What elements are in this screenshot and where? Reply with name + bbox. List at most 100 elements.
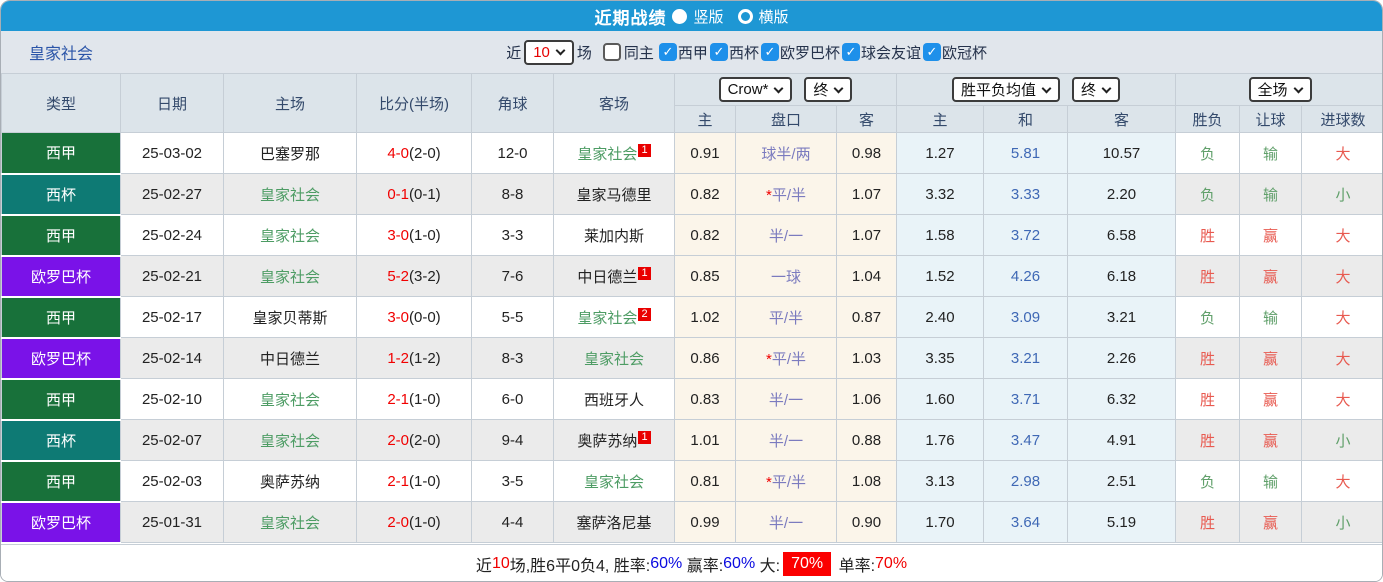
match-date: 25-02-24 [120,214,224,256]
panel-title: 近期战绩 [594,8,667,28]
odds-final-select[interactable]: 终 [804,77,853,102]
handicap-cell: 半/一 [735,419,837,461]
scope-select[interactable]: 全场 [1248,77,1312,102]
result-wdl-cell: 胜 [1175,501,1240,543]
match-row: 西甲 25-02-03 奥萨苏纳 2-1(1-0) 3-5 皇家社会 0.81 *平/半 1.0… [1,460,1382,503]
summary-segment: 60% [650,555,683,572]
match-row: 西杯 25-02-27 皇家社会 0-1(0-1) 8-8 皇家马德里 0.82 *平/半 1.… [1,173,1382,216]
team-name: 中日德兰 [577,268,638,286]
match-row: 欧罗巴杯 25-01-31 皇家社会 2-0(1-0) 4-4 塞萨洛尼基 0.99 半/一 0… [1,501,1382,544]
col-header-away: 客场 [553,73,675,133]
score-cell: 2-1(1-0) [356,460,472,502]
layout-option-horizontal-label: 横版 [758,8,789,26]
away-team-cell: 皇家社会 [553,460,675,502]
same-home-checkbox[interactable] [602,43,621,61]
subcol-result-wdl: 胜负 [1175,105,1240,133]
league-badge: 西甲 [1,460,121,503]
result-handicap-cell: 赢 [1239,214,1302,256]
checkbox-icon[interactable]: ✓ [841,43,860,61]
result-wdl-cell: 胜 [1175,214,1240,256]
layout-option-horizontal[interactable]: 横版 [737,6,789,27]
handicap-cell: *平/半 [735,460,837,502]
match-date: 25-02-10 [120,378,224,420]
avg-final-select[interactable]: 终 [1072,77,1121,102]
radio-selected-icon[interactable] [672,8,688,24]
match-date: 25-02-07 [120,419,224,461]
recent-count-select[interactable]: 10 [524,39,574,65]
match-date: 25-02-27 [120,173,224,215]
league-filter-item[interactable]: ✓ 欧罗巴杯 [760,42,840,63]
recent-label: 近 [506,44,522,62]
league-badge: 欧罗巴杯 [1,501,121,544]
handicap-cell: *平/半 [735,337,837,379]
match-row: 西甲 25-02-10 皇家社会 2-1(1-0) 6-0 西班牙人 0.83 半/一 1.06… [1,378,1382,421]
odds-away-cell: 1.04 [836,255,897,297]
home-team-cell: 皇家社会 [223,501,357,543]
result-goals-cell: 大 [1300,296,1382,338]
odds-home-cell: 0.82 [674,173,736,215]
score-cell: 0-1(0-1) [356,173,472,215]
avg-home-cell: 1.27 [896,132,984,174]
league-filter-label: 西甲 [677,44,708,62]
odds-away-cell: 1.07 [836,214,897,256]
avg-away-cell: 10.57 [1067,132,1176,174]
result-goals-cell: 大 [1300,337,1382,379]
avg-draw-cell: 3.21 [983,337,1068,379]
col-header-date: 日期 [120,73,224,133]
odds-home-cell: 0.82 [674,214,736,256]
league-filter-item[interactable]: ✓ 球会友谊 [841,42,921,63]
radio-unselected-icon[interactable] [737,8,753,24]
away-team-cell: 西班牙人 [553,378,675,420]
team-name: 皇家社会 [259,514,320,532]
league-filter-item[interactable]: ✓ 欧冠杯 [922,42,987,63]
result-wdl-cell: 胜 [1175,419,1240,461]
checkbox-icon[interactable]: ✓ [658,43,677,61]
checkbox-icon[interactable]: ✓ [760,43,779,61]
odds-away-cell: 0.87 [836,296,897,338]
summary-segment: 70% [783,552,832,576]
corners-cell: 5-5 [471,296,554,338]
team-name: 皇家马德里 [576,186,652,204]
red-number-badge: 1 [638,266,651,280]
matches-label: 场 [576,44,592,62]
league-filter-item[interactable]: ✓ 西甲 [658,42,708,63]
team-name: 莱加内斯 [583,227,644,245]
home-team-cell: 皇家社会 [223,173,357,215]
team-name: 皇家社会 [259,186,320,204]
away-team-cell: 皇家马德里 [553,173,675,215]
league-filter-item[interactable]: ✓ 西杯 [709,42,759,63]
subcol-result-handicap: 让球 [1239,105,1302,133]
avg-home-cell: 1.58 [896,214,984,256]
result-wdl-cell: 负 [1175,460,1240,502]
match-row: 西杯 25-02-07 皇家社会 2-0(2-0) 9-4 奥萨苏纳 1 1.01 半/一 0.8… [1,419,1382,462]
checkbox-icon[interactable]: ✓ [922,43,941,61]
handicap-cell: 半/一 [735,214,837,256]
col-header-home: 主场 [223,73,357,133]
result-goals-cell: 大 [1300,460,1382,502]
home-team-cell: 皇家社会 [223,378,357,420]
avg-away-cell: 2.26 [1067,337,1176,379]
avg-odds-select[interactable]: 胜平负均值 [951,77,1060,102]
odds-company-select[interactable]: Crow* [718,77,793,102]
league-filter-label: 西杯 [728,44,759,62]
layout-option-vertical-label: 竖版 [693,8,724,26]
red-number-badge: 1 [638,143,651,157]
summary-bar: 近 10 场,胜6平0负4, 胜率: 60% 赢率: 60% 大: 70% 单率: 70% [1,543,1382,581]
odds-home-cell: 0.99 [674,501,736,543]
team-name: 皇家社会 [259,268,320,286]
team-name: 皇家社会 [577,309,638,327]
same-home-label: 同主 [623,44,654,62]
score-cell: 4-0(2-0) [356,132,472,174]
result-handicap-cell: 输 [1239,460,1302,502]
match-date: 25-02-21 [120,255,224,297]
results-table: 类型 日期 主场 比分(半场) 角球 客场 Crow* 终 [1,73,1382,544]
layout-option-vertical[interactable]: 竖版 [672,6,724,27]
odds-away-cell: 0.98 [836,132,897,174]
match-row: 西甲 25-02-24 皇家社会 3-0(1-0) 3-3 莱加内斯 0.82 半/一 1.07… [1,214,1382,257]
checkbox-icon[interactable]: ✓ [709,43,728,61]
league-badge: 西杯 [1,419,121,462]
avg-home-cell: 1.70 [896,501,984,543]
avg-home-cell: 2.40 [896,296,984,338]
away-team-cell: 皇家社会 2 [553,296,675,338]
